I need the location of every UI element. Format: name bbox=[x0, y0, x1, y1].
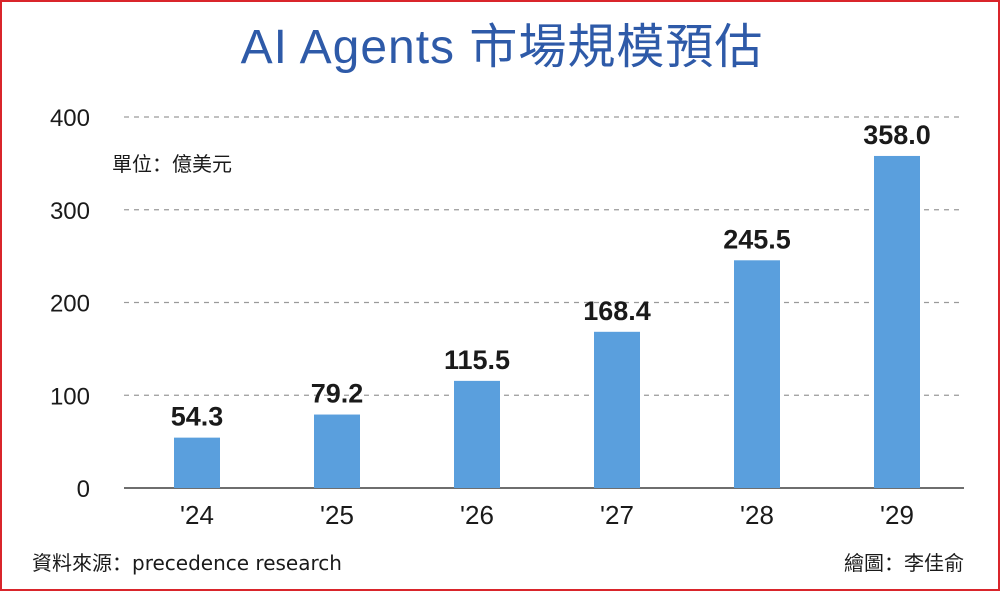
x-tick-label: '27 bbox=[600, 500, 634, 530]
x-tick-label: '26 bbox=[460, 500, 494, 530]
data-label: 245.5 bbox=[723, 224, 791, 254]
x-tick-label: '24 bbox=[180, 500, 214, 530]
x-axis-ticks: '24 '25 '26 '27 '28 '29 bbox=[180, 500, 914, 530]
y-tick-label: 200 bbox=[50, 291, 90, 318]
bar bbox=[734, 260, 780, 488]
bar bbox=[174, 437, 220, 488]
bars bbox=[174, 155, 920, 488]
bar bbox=[874, 155, 920, 488]
y-tick-label: 100 bbox=[50, 383, 90, 410]
bar bbox=[594, 331, 640, 488]
data-label: 54.3 bbox=[171, 402, 224, 432]
data-label: 168.4 bbox=[583, 296, 651, 326]
y-tick-label: 400 bbox=[50, 105, 90, 132]
y-tick-label: 300 bbox=[50, 198, 90, 225]
credit-note: 繪圖：李佳俞 bbox=[844, 551, 964, 575]
y-tick-label: 0 bbox=[77, 476, 90, 503]
unit-label: 單位：億美元 bbox=[112, 152, 232, 176]
chart-title: AI Agents 市場規模預估 bbox=[240, 21, 764, 74]
source-note: 資料來源：precedence research bbox=[32, 551, 342, 575]
data-label: 358.0 bbox=[863, 120, 931, 150]
data-label: 79.2 bbox=[311, 379, 364, 409]
bar bbox=[454, 380, 500, 488]
bar bbox=[314, 414, 360, 488]
x-tick-label: '28 bbox=[740, 500, 774, 530]
data-label: 115.5 bbox=[444, 345, 510, 375]
gridlines bbox=[124, 116, 964, 489]
x-tick-label: '25 bbox=[320, 500, 354, 530]
data-labels: 54.3 79.2 115.5 168.4 245.5 358.0 bbox=[171, 120, 931, 432]
y-axis-ticks: 0 100 200 300 400 bbox=[50, 105, 90, 503]
x-tick-label: '29 bbox=[880, 500, 914, 530]
